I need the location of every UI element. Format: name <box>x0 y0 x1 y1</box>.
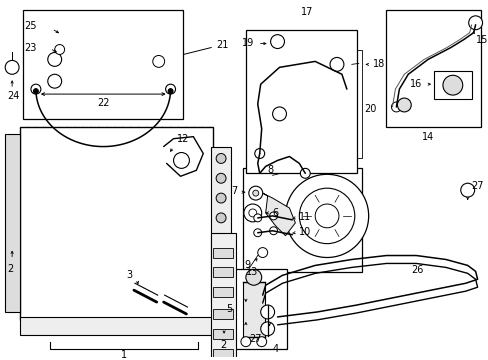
Circle shape <box>253 229 261 237</box>
Text: 17: 17 <box>301 7 313 17</box>
Circle shape <box>256 337 266 347</box>
Bar <box>211 147 230 303</box>
Bar <box>20 127 213 320</box>
Bar <box>213 329 232 339</box>
Text: 14: 14 <box>421 132 433 142</box>
Bar <box>213 309 232 319</box>
Circle shape <box>33 89 38 94</box>
Text: 23: 23 <box>24 42 37 53</box>
Text: 15: 15 <box>475 35 487 45</box>
Circle shape <box>460 183 474 197</box>
Circle shape <box>253 214 261 222</box>
Bar <box>20 317 213 335</box>
Circle shape <box>329 58 343 71</box>
Circle shape <box>216 193 225 203</box>
Circle shape <box>216 238 225 248</box>
Text: 1: 1 <box>121 350 127 360</box>
Circle shape <box>390 102 401 112</box>
Circle shape <box>468 16 482 30</box>
Bar <box>211 233 236 360</box>
Circle shape <box>165 84 175 94</box>
Circle shape <box>244 204 261 222</box>
Text: 2: 2 <box>220 339 226 350</box>
Text: 9: 9 <box>244 260 250 270</box>
Circle shape <box>216 213 225 223</box>
Circle shape <box>270 35 284 49</box>
Circle shape <box>245 269 261 285</box>
Text: 13: 13 <box>245 267 258 277</box>
Text: 27: 27 <box>249 334 261 344</box>
Circle shape <box>285 174 368 257</box>
Circle shape <box>248 209 256 217</box>
Bar <box>243 282 264 337</box>
Circle shape <box>315 204 338 228</box>
Circle shape <box>260 322 274 336</box>
Circle shape <box>31 84 41 94</box>
Text: 22: 22 <box>97 98 109 108</box>
Circle shape <box>216 277 225 287</box>
Polygon shape <box>262 193 295 236</box>
Circle shape <box>397 98 410 112</box>
Bar <box>213 267 232 277</box>
Circle shape <box>299 188 354 244</box>
Circle shape <box>168 89 173 94</box>
Circle shape <box>269 227 277 235</box>
Bar <box>213 248 232 257</box>
Circle shape <box>248 186 262 200</box>
Bar <box>213 287 232 297</box>
Circle shape <box>442 75 462 95</box>
Bar <box>213 348 232 359</box>
Circle shape <box>48 74 61 88</box>
Circle shape <box>269 212 277 220</box>
Text: 6: 6 <box>272 208 278 218</box>
Circle shape <box>216 257 225 267</box>
Circle shape <box>257 248 267 257</box>
Text: 20: 20 <box>364 104 376 114</box>
Circle shape <box>216 153 225 163</box>
Text: 3: 3 <box>125 270 132 280</box>
Text: 16: 16 <box>409 79 421 89</box>
Bar <box>433 71 471 99</box>
Text: 19: 19 <box>241 37 253 48</box>
Circle shape <box>241 337 250 347</box>
Text: 2: 2 <box>7 264 13 274</box>
Circle shape <box>173 153 189 168</box>
Bar <box>245 30 356 173</box>
Text: 5: 5 <box>225 304 231 314</box>
Bar <box>218 269 287 348</box>
Circle shape <box>48 53 61 66</box>
Text: 8: 8 <box>267 165 273 175</box>
Text: 27: 27 <box>471 181 483 191</box>
Bar <box>23 10 183 119</box>
Circle shape <box>252 190 258 196</box>
Circle shape <box>260 305 274 319</box>
Bar <box>243 168 361 273</box>
Circle shape <box>254 149 264 158</box>
Circle shape <box>55 45 64 54</box>
Text: 11: 11 <box>299 212 311 222</box>
Text: 12: 12 <box>176 134 188 144</box>
Text: 24: 24 <box>7 91 20 101</box>
Circle shape <box>5 60 19 74</box>
Text: 7: 7 <box>231 186 238 196</box>
Text: 25: 25 <box>24 21 37 31</box>
Text: 10: 10 <box>299 227 311 237</box>
Text: 4: 4 <box>272 343 278 354</box>
Bar <box>5 134 20 312</box>
Text: 26: 26 <box>410 265 423 275</box>
Text: 18: 18 <box>372 59 384 69</box>
Circle shape <box>300 168 309 178</box>
Circle shape <box>216 173 225 183</box>
Text: 21: 21 <box>216 40 228 50</box>
Bar <box>386 10 480 127</box>
Circle shape <box>272 107 286 121</box>
Circle shape <box>152 55 164 67</box>
